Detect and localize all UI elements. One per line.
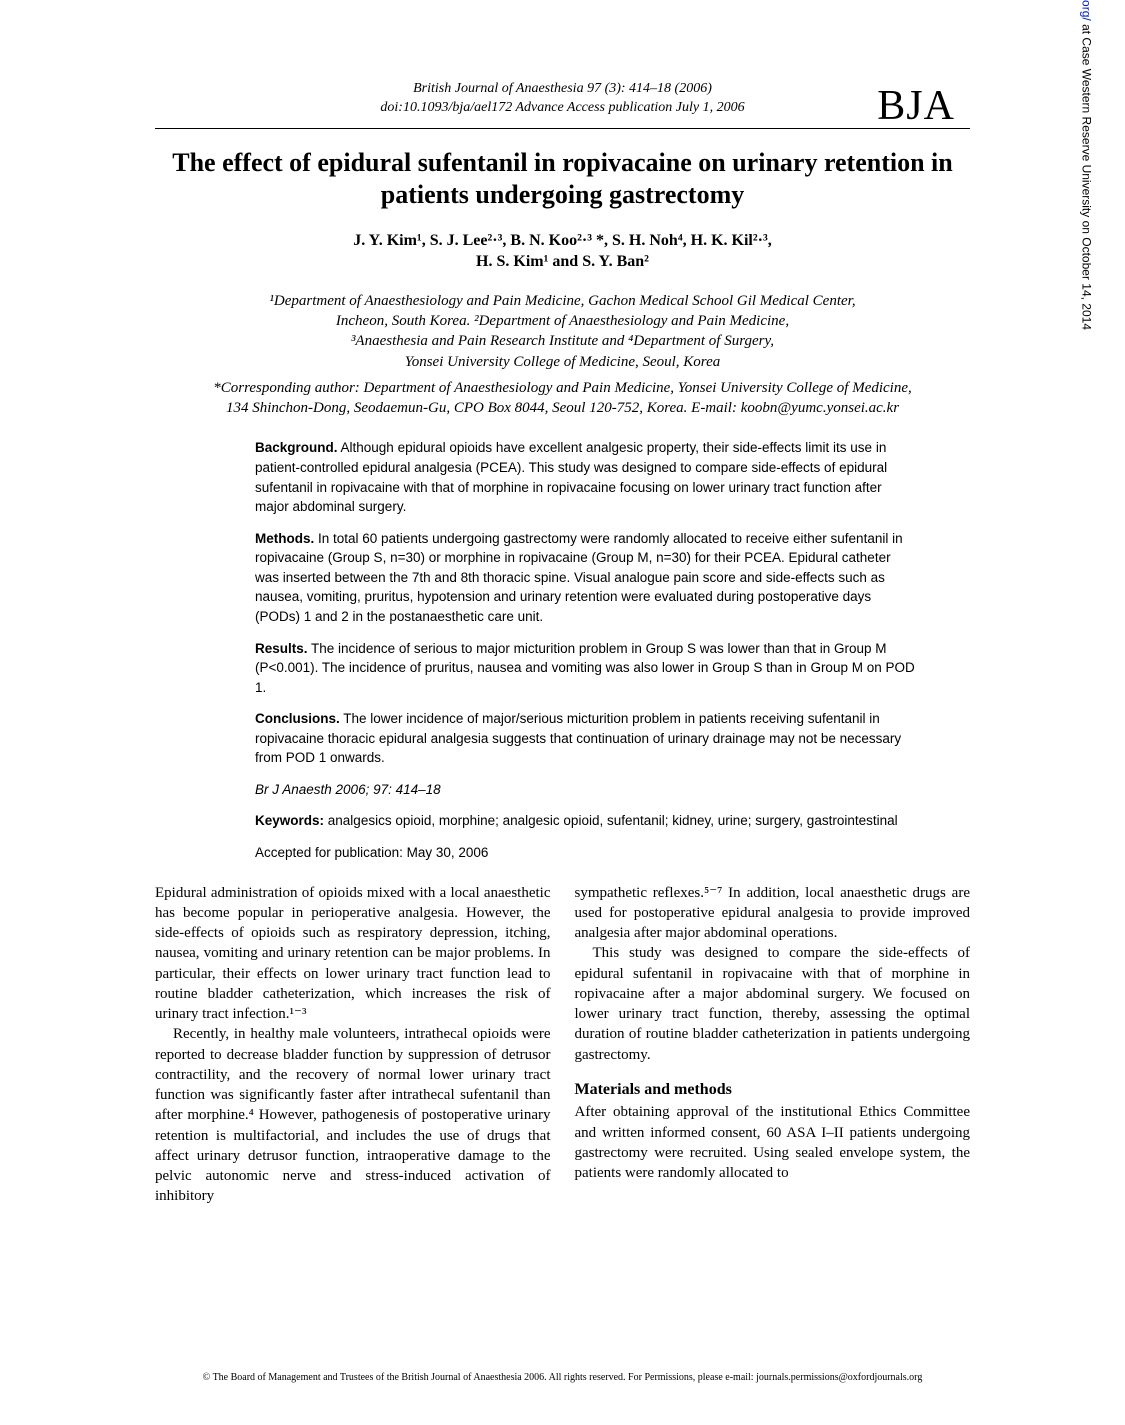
- corr-line-2: 134 Shinchon-Dong, Seodaemun-Gu, CPO Box…: [155, 398, 970, 418]
- background-text: Although epidural opioids have excellent…: [255, 440, 887, 514]
- article-title: The effect of epidural sufentanil in rop…: [155, 147, 970, 212]
- download-watermark: Downloaded from http://bja.oxfordjournal…: [1079, 0, 1093, 330]
- results-text: The incidence of serious to major mictur…: [255, 641, 915, 695]
- column-left: Epidural administration of opioids mixed…: [155, 883, 551, 1207]
- abstract-results: Results. The incidence of serious to maj…: [255, 639, 915, 698]
- abstract: Background. Although epidural opioids ha…: [255, 438, 915, 862]
- methods-label: Methods.: [255, 531, 314, 546]
- abstract-keywords: Keywords: analgesics opioid, morphine; a…: [255, 811, 915, 831]
- keywords-label: Keywords:: [255, 813, 324, 828]
- authors: J. Y. Kim¹, S. J. Lee²·³, B. N. Koo²·³ *…: [155, 230, 970, 273]
- affil-line-2: Incheon, South Korea. ²Department of Ana…: [155, 311, 970, 331]
- keywords-text: analgesics opioid, morphine; analgesic o…: [324, 813, 898, 828]
- body-p2: Recently, in healthy male volunteers, in…: [155, 1024, 551, 1206]
- sidetext-link[interactable]: http://bja.oxfordjournals.org/: [1079, 0, 1093, 21]
- affiliations: ¹Department of Anaesthesiology and Pain …: [155, 291, 970, 372]
- column-right: sympathetic reflexes.⁵⁻⁷ In addition, lo…: [575, 883, 971, 1207]
- journal-name-issue: British Journal of Anaesthesia 97 (3): 4…: [155, 80, 970, 99]
- body-columns: Epidural administration of opioids mixed…: [155, 883, 970, 1207]
- conclusions-text: The lower incidence of major/serious mic…: [255, 711, 901, 765]
- affil-line-1: ¹Department of Anaesthesiology and Pain …: [155, 291, 970, 311]
- abstract-accepted: Accepted for publication: May 30, 2006: [255, 843, 915, 863]
- corresponding-author: *Corresponding author: Department of Ana…: [155, 378, 970, 419]
- page-root: British Journal of Anaesthesia 97 (3): 4…: [0, 0, 1125, 1425]
- methods-text: In total 60 patients undergoing gastrect…: [255, 531, 903, 624]
- body-p1: Epidural administration of opioids mixed…: [155, 883, 551, 1025]
- section-heading-methods: Materials and methods: [575, 1079, 971, 1101]
- abstract-methods: Methods. In total 60 patients undergoing…: [255, 529, 915, 627]
- journal-header: British Journal of Anaesthesia 97 (3): 4…: [155, 80, 970, 118]
- sidetext-suffix: at Case Western Reserve University on Oc…: [1079, 21, 1093, 330]
- body-p4: This study was designed to compare the s…: [575, 943, 971, 1065]
- journal-logo: BJA: [877, 82, 955, 130]
- background-label: Background.: [255, 440, 338, 455]
- header-rule: [155, 128, 970, 129]
- authors-line-2: H. S. Kim¹ and S. Y. Ban²: [155, 251, 970, 273]
- abstract-background: Background. Although epidural opioids ha…: [255, 438, 915, 516]
- copyright-footer: © The Board of Management and Trustees o…: [155, 1372, 970, 1383]
- results-label: Results.: [255, 641, 308, 656]
- affil-line-4: Yonsei University College of Medicine, S…: [155, 352, 970, 372]
- abstract-citation: Br J Anaesth 2006; 97: 414–18: [255, 780, 915, 800]
- conclusions-label: Conclusions.: [255, 711, 340, 726]
- affil-line-3: ³Anaesthesia and Pain Research Institute…: [155, 331, 970, 351]
- authors-line-1: J. Y. Kim¹, S. J. Lee²·³, B. N. Koo²·³ *…: [155, 230, 970, 252]
- journal-doi: doi:10.1093/bja/ael172 Advance Access pu…: [155, 99, 970, 118]
- body-p5: After obtaining approval of the institut…: [575, 1102, 971, 1183]
- corr-line-1: *Corresponding author: Department of Ana…: [155, 378, 970, 398]
- abstract-conclusions: Conclusions. The lower incidence of majo…: [255, 709, 915, 768]
- body-p3: sympathetic reflexes.⁵⁻⁷ In addition, lo…: [575, 883, 971, 944]
